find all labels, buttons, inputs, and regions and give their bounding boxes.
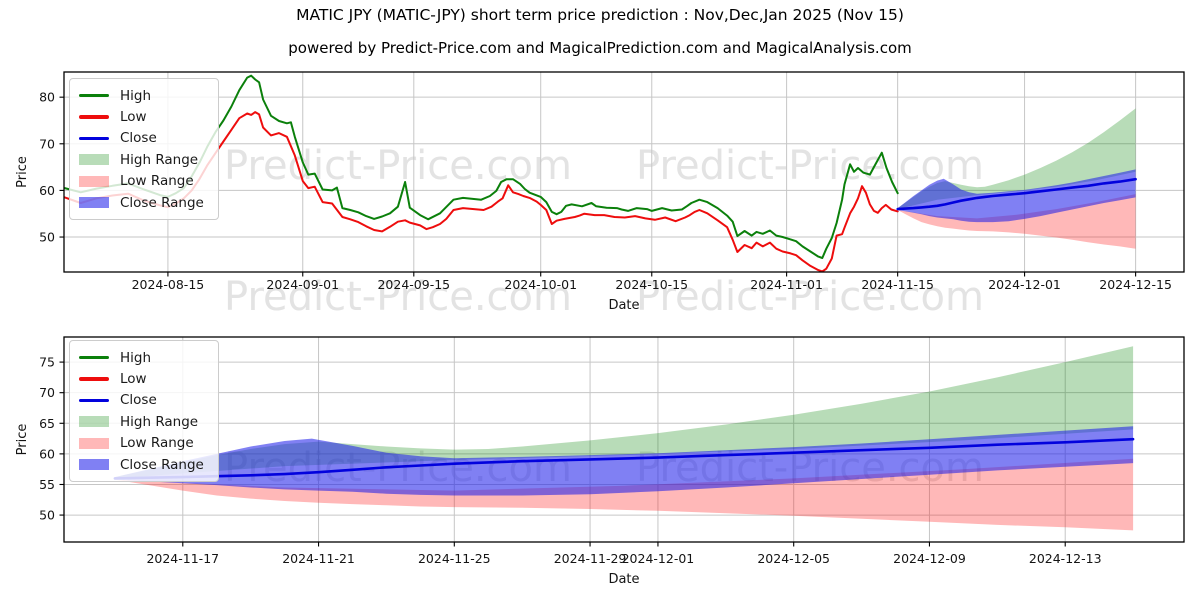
bottom-chart: 2024-11-17 2024-11-21 2024-11-25 2024-11-29… [15,336,1185,587]
close-line [896,177,1137,211]
x-tick-label: 2024-10-15 [615,277,688,292]
low-line [63,111,899,273]
y-tick-label: 55 [39,477,55,492]
close-range-swatch [79,197,109,209]
watermark-text: Predict-Price.com [636,143,984,189]
legend-label: Low [120,371,147,388]
legend-item-low-range: Low Range [79,433,204,454]
y-axis-label: Price [15,424,30,456]
x-tick-label: 2024-12-09 [893,551,966,566]
high-range-band [114,346,1134,479]
low-swatch [79,115,109,119]
y-axis-label: Price [15,156,30,188]
x-tick-label: 2024-11-01 [750,277,823,292]
x-tick-label: 2024-11-15 [861,277,934,292]
top-chart-legend: High Low Close High Range Low Range Close Ran… [69,78,219,221]
legend-label: Close [120,392,157,409]
x-tick-label: 2024-12-05 [757,551,830,566]
watermark-text: Predict-Price.com [224,274,572,320]
x-tick-label: 2024-11-21 [282,551,355,566]
legend-label: High [120,87,152,104]
legend-label: Low [120,109,147,126]
y-tick-label: 75 [39,355,55,370]
bottom-chart-legend: High Low Close High Range Low Range Close Ran… [69,340,219,483]
y-tick-label: 60 [39,446,55,461]
page-title: MATIC JPY (MATIC-JPY) short term price p… [296,6,904,24]
high-line [63,74,899,259]
high-swatch [79,94,109,98]
high-range-swatch [79,154,109,166]
top-chart: 2024-08-15 2024-09-01 2024-09-15 2024-10-01… [15,71,1185,313]
close-range-swatch [79,459,109,471]
legend-item-close-range: Close Range [79,454,204,475]
plot-frame [63,336,1185,543]
legend-item-low: Low [79,106,204,127]
close-range-band [114,426,1134,496]
legend-label: High Range [120,413,199,430]
page-subtitle: powered by Predict-Price.com and Magical… [288,39,912,57]
legend-label: Low Range [120,173,194,190]
y-tick-label: 70 [39,136,55,151]
x-tick-label: 2024-10-01 [504,277,577,292]
legend-item-close: Close [79,390,204,411]
legend-label: High Range [120,151,199,168]
y-tick-label: 50 [39,508,55,523]
low-range-swatch [79,175,109,187]
high-range-swatch [79,416,109,428]
x-tick-label: 2024-09-15 [377,277,450,292]
x-tick-label: 2024-12-13 [1029,551,1102,566]
legend-label: High [120,349,152,366]
close-swatch [79,136,109,141]
legend-item-low-range: Low Range [79,171,204,192]
x-tick-label: 2024-12-15 [1099,277,1172,292]
legend-label: Low Range [120,435,194,452]
x-tick-label: 2024-09-01 [266,277,339,292]
y-tick-label: 70 [39,385,55,400]
high-swatch [79,356,109,360]
x-tick-label: 2024-12-01 [622,551,695,566]
x-axis-label: Date [608,572,639,587]
y-tick-label: 50 [39,230,55,245]
legend-label: Close Range [120,456,204,473]
legend-item-high-range: High Range [79,411,204,432]
x-tick-label: 2024-11-29 [554,551,627,566]
close-line [113,437,1135,480]
legend-item-high: High [79,85,204,106]
close-range-band [897,169,1136,223]
high-range-band [897,108,1136,210]
y-tick-label: 80 [39,90,55,105]
y-tick-label: 60 [39,183,55,198]
low-swatch [79,377,109,381]
x-tick-label: 2024-12-01 [988,277,1061,292]
legend-label: Close [120,130,157,147]
legend-item-high: High [79,347,204,368]
x-tick-label: 2024-11-17 [146,551,219,566]
legend-item-low: Low [79,368,204,389]
watermark-text: Predict-Price.com [636,274,984,320]
y-tick-label: 65 [39,416,55,431]
watermark-text: Predict-Price.com [224,143,572,189]
legend-label: Close Range [120,194,204,211]
close-swatch [79,398,109,403]
legend-item-close-range: Close Range [79,192,204,213]
legend-item-close: Close [79,128,204,149]
plot-frame [63,71,1185,273]
x-axis-label: Date [608,298,639,313]
x-tick-label: 2024-08-15 [132,277,205,292]
legend-item-high-range: High Range [79,149,204,170]
x-tick-label: 2024-11-25 [418,551,491,566]
low-range-swatch [79,437,109,449]
